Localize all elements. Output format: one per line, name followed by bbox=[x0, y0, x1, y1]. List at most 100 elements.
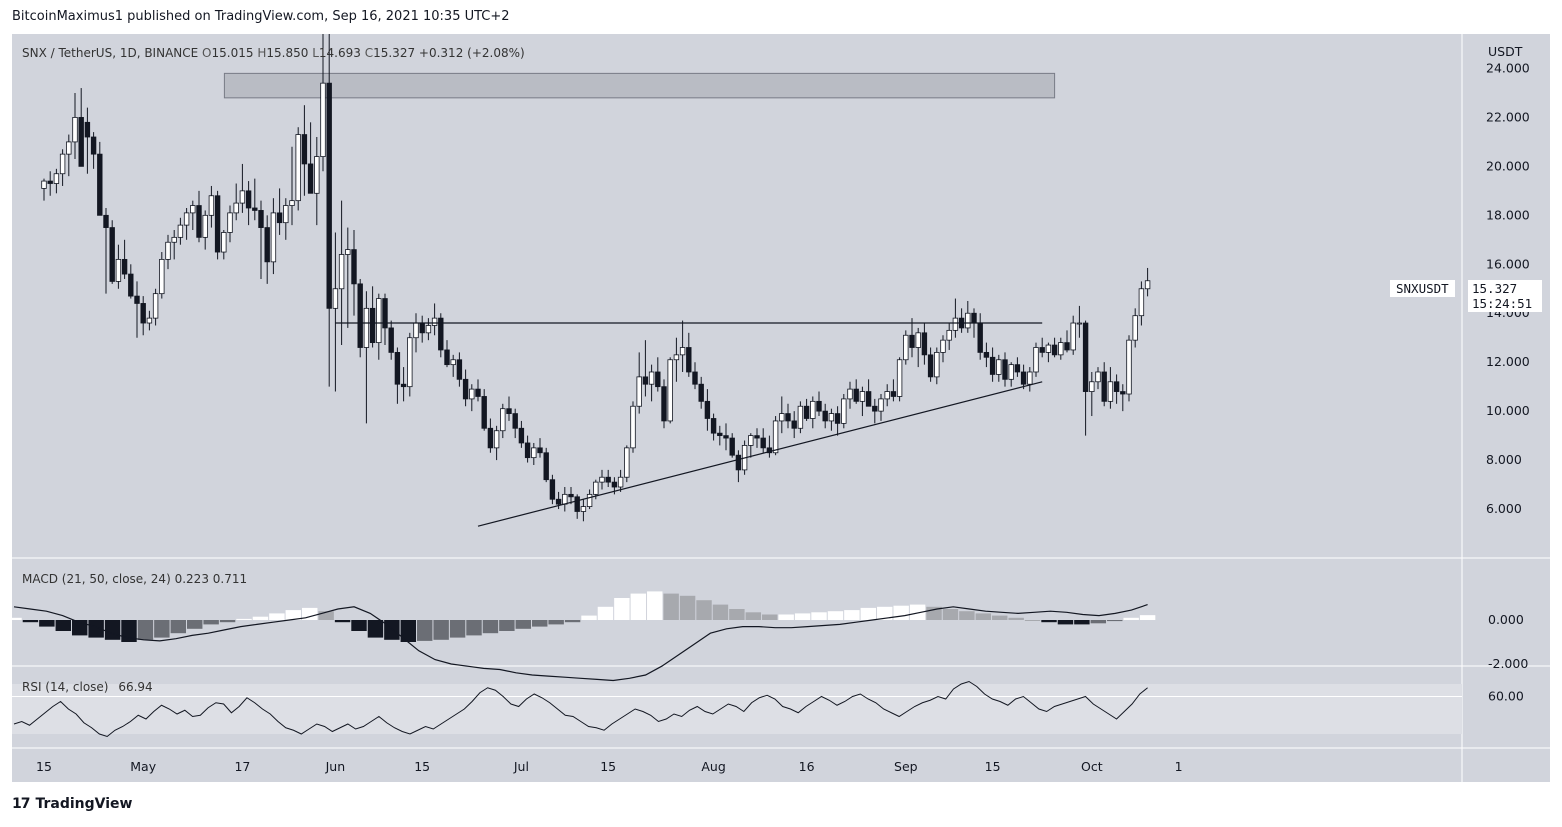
candle-body bbox=[971, 312, 977, 324]
macd-histogram-bar bbox=[466, 620, 482, 636]
candle-body bbox=[382, 298, 388, 329]
macd-histogram-bar bbox=[367, 620, 384, 638]
candle-body bbox=[1070, 322, 1076, 351]
candle-body bbox=[1107, 381, 1114, 402]
candle-body bbox=[667, 359, 673, 422]
macd-histogram-bar bbox=[1107, 620, 1123, 622]
legend-close: 15.327 bbox=[373, 46, 416, 60]
macd-histogram-bar bbox=[663, 593, 679, 620]
candle-body bbox=[1033, 347, 1039, 373]
macd-histogram-bar bbox=[712, 604, 729, 620]
chart-canvas[interactable]: 24.00022.00020.00018.00016.00014.00012.0… bbox=[12, 34, 1550, 782]
candle-body bbox=[1113, 381, 1120, 392]
candle-body bbox=[580, 506, 587, 512]
candle-body bbox=[673, 354, 680, 361]
macd-histogram-bar bbox=[203, 620, 219, 625]
macd-histogram-bar bbox=[1008, 617, 1024, 620]
macd-histogram-bar bbox=[564, 620, 581, 623]
candle-body bbox=[952, 317, 959, 331]
macd-histogram-bar bbox=[433, 620, 449, 640]
macd-histogram-bar bbox=[696, 600, 712, 620]
candle-body bbox=[642, 376, 649, 385]
candle-body bbox=[140, 303, 146, 324]
candle-body bbox=[599, 476, 605, 483]
candle-body bbox=[469, 388, 475, 400]
candle-body bbox=[1014, 364, 1021, 373]
candle-body bbox=[1076, 322, 1083, 325]
candle-body bbox=[661, 386, 667, 422]
macd-histogram-bar bbox=[548, 620, 564, 625]
candle-body bbox=[921, 332, 928, 356]
macd-hist-value: 0.223 bbox=[174, 572, 209, 586]
time-axis-label: Jul bbox=[513, 759, 529, 774]
candle-body bbox=[865, 391, 872, 407]
candle-body bbox=[1132, 315, 1138, 341]
candle-body bbox=[655, 371, 661, 388]
macd-histogram-bar bbox=[679, 595, 696, 620]
macd-histogram-bar bbox=[187, 620, 203, 629]
candle-body bbox=[710, 418, 717, 434]
candle-body bbox=[369, 307, 376, 344]
macd-histogram-bar bbox=[1139, 615, 1156, 620]
candle-body bbox=[512, 413, 518, 429]
legend-low: 14.693 bbox=[318, 46, 361, 60]
candle-body bbox=[388, 327, 394, 353]
tradingview-logo[interactable]: 17 TradingView bbox=[12, 796, 132, 812]
macd-histogram-bar bbox=[745, 612, 762, 620]
price-tick-label: 12.000 bbox=[1486, 354, 1530, 369]
candle-body bbox=[338, 254, 345, 290]
candle-body bbox=[853, 388, 859, 402]
candle-body bbox=[214, 195, 221, 253]
time-axis-label: 15 bbox=[985, 759, 1001, 774]
candle-body bbox=[438, 317, 444, 351]
candle-body bbox=[735, 454, 742, 471]
candle-body bbox=[493, 430, 500, 449]
candle-body bbox=[915, 332, 921, 348]
time-axis-label: 17 bbox=[234, 759, 250, 774]
macd-histogram-bar bbox=[827, 611, 844, 620]
candle-body bbox=[239, 190, 246, 204]
candle-body bbox=[810, 400, 816, 419]
candle-body bbox=[630, 405, 636, 449]
price-axis-currency: USDT bbox=[1488, 44, 1523, 59]
candle-body bbox=[500, 408, 506, 432]
candle-body bbox=[159, 258, 165, 295]
candle-body bbox=[487, 427, 494, 449]
candle-body bbox=[121, 258, 128, 275]
candle-body bbox=[884, 391, 890, 400]
macd-histogram-bar bbox=[1041, 620, 1057, 623]
chart-frame[interactable]: 24.000 22.000 20.000 18.000 16.000 14.000 12.0… bbox=[12, 34, 1550, 782]
price-tick-label: 24.000 bbox=[1486, 60, 1530, 75]
candle-body bbox=[766, 447, 773, 454]
candle-body bbox=[171, 236, 177, 243]
macd-histogram-bar bbox=[532, 620, 548, 627]
macd-histogram-bar bbox=[647, 591, 663, 620]
candle-body bbox=[841, 398, 847, 424]
macd-histogram-bar bbox=[975, 613, 992, 620]
price-tick-label: 20.000 bbox=[1486, 158, 1530, 173]
macd-title: MACD (21, 50, close, 24) bbox=[22, 572, 171, 586]
macd-histogram-bar bbox=[219, 620, 236, 623]
candle-body bbox=[320, 82, 326, 157]
macd-histogram-bar bbox=[1057, 620, 1074, 625]
last-price: 15.327 bbox=[1472, 281, 1518, 296]
candle-body bbox=[903, 334, 909, 361]
candle-body bbox=[524, 442, 531, 459]
candle-body bbox=[72, 117, 78, 143]
tv-logo-icon: 17 bbox=[12, 796, 31, 812]
macd-histogram-bar bbox=[137, 620, 154, 640]
candle-body bbox=[611, 481, 618, 488]
price-tick-label: 8.000 bbox=[1486, 452, 1522, 467]
time-axis-label: 1 bbox=[1175, 759, 1183, 774]
macd-histogram-bar bbox=[22, 620, 39, 623]
candle-body bbox=[593, 481, 599, 495]
candle-body bbox=[754, 435, 760, 439]
candle-body bbox=[617, 476, 624, 488]
time-axis-label: 15 bbox=[414, 759, 430, 774]
candle-body bbox=[363, 307, 370, 348]
candle-body bbox=[97, 153, 103, 216]
candle-body bbox=[555, 498, 562, 505]
time-axis-label: Oct bbox=[1081, 759, 1103, 774]
candle-body bbox=[152, 293, 159, 319]
candle-body bbox=[1144, 280, 1151, 290]
